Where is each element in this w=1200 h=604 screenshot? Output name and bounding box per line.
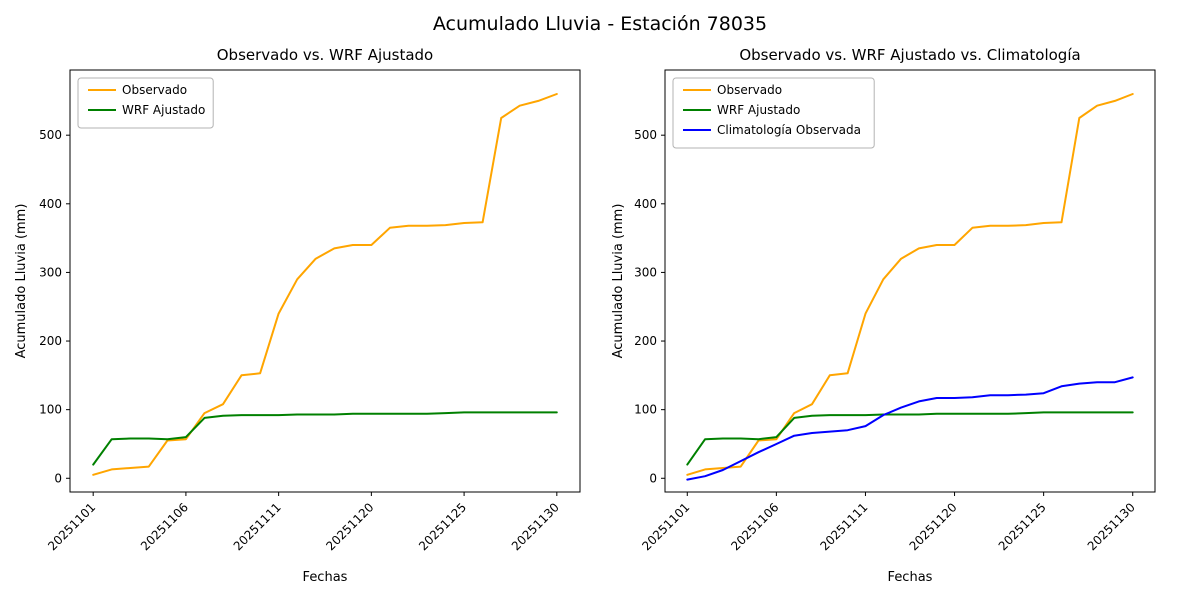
- x-tick-label: 20251120: [323, 500, 376, 553]
- x-tick-label: 20251125: [416, 500, 469, 553]
- left-y-axis-label: Acumulado Lluvia (mm): [14, 204, 29, 359]
- right-subplot-title: Observado vs. WRF Ajustado vs. Climatolo…: [739, 46, 1080, 64]
- y-tick-label: 400: [39, 197, 62, 211]
- legend-box: [672, 77, 875, 149]
- left-plot-area: 0 100 200 300 400 500 20251101 20251106 20251111…: [39, 69, 581, 553]
- x-tick-label: 20251111: [231, 500, 284, 553]
- right-y-axis-label: Acumulado Lluvia (mm): [611, 204, 626, 359]
- y-tick-label: 500: [634, 128, 657, 142]
- right-plot-area: 0 100 200 300 400 500 20251101 20251106 20251111…: [634, 69, 1156, 553]
- y-tick-label: 200: [634, 334, 657, 348]
- x-tick-label: 20251101: [639, 500, 692, 553]
- x-tick-label: 20251101: [45, 500, 98, 553]
- left-subplot-title: Observado vs. WRF Ajustado: [217, 46, 433, 64]
- series-line-observado: [92, 93, 558, 476]
- x-tick-label: 20251130: [509, 500, 562, 553]
- legend-label-observado: Observado: [717, 83, 782, 97]
- x-tick-label: 20251106: [138, 500, 191, 553]
- legend-label-climatolog-a-observada: Climatología Observada: [717, 123, 861, 137]
- series-line-wrf-ajustado: [686, 411, 1134, 466]
- y-tick-label: 0: [54, 471, 62, 485]
- x-tick-label: 20251120: [907, 500, 960, 553]
- right-subplot: Observado vs. WRF Ajustado vs. Climatolo…: [611, 46, 1156, 585]
- figure-title: Acumulado Lluvia - Estación 78035: [433, 13, 767, 35]
- legend-label-observado: Observado: [122, 83, 187, 97]
- axes-frame: [69, 69, 581, 493]
- y-tick-label: 300: [39, 265, 62, 279]
- right-x-axis-label: Fechas: [888, 570, 933, 585]
- axes-frame: [664, 69, 1156, 493]
- y-tick-label: 100: [39, 403, 62, 417]
- left-x-axis-label: Fechas: [303, 570, 348, 585]
- y-tick-label: 0: [649, 471, 657, 485]
- x-tick-label: 20251111: [817, 500, 870, 553]
- series-line-climatolog-a-observada: [686, 376, 1134, 481]
- y-tick-label: 100: [634, 403, 657, 417]
- x-tick-label: 20251125: [996, 500, 1049, 553]
- y-tick-label: 500: [39, 128, 62, 142]
- series-line-wrf-ajustado: [92, 411, 558, 466]
- series-line-observado: [686, 93, 1134, 476]
- x-tick-label: 20251130: [1085, 500, 1138, 553]
- legend-label-wrf-ajustado: WRF Ajustado: [717, 103, 800, 117]
- left-subplot: Observado vs. WRF Ajustado Acumulado Llu…: [14, 46, 581, 585]
- legend-label-wrf-ajustado: WRF Ajustado: [122, 103, 205, 117]
- x-tick-label: 20251106: [728, 500, 781, 553]
- y-tick-label: 200: [39, 334, 62, 348]
- y-tick-label: 300: [634, 265, 657, 279]
- y-tick-label: 400: [634, 197, 657, 211]
